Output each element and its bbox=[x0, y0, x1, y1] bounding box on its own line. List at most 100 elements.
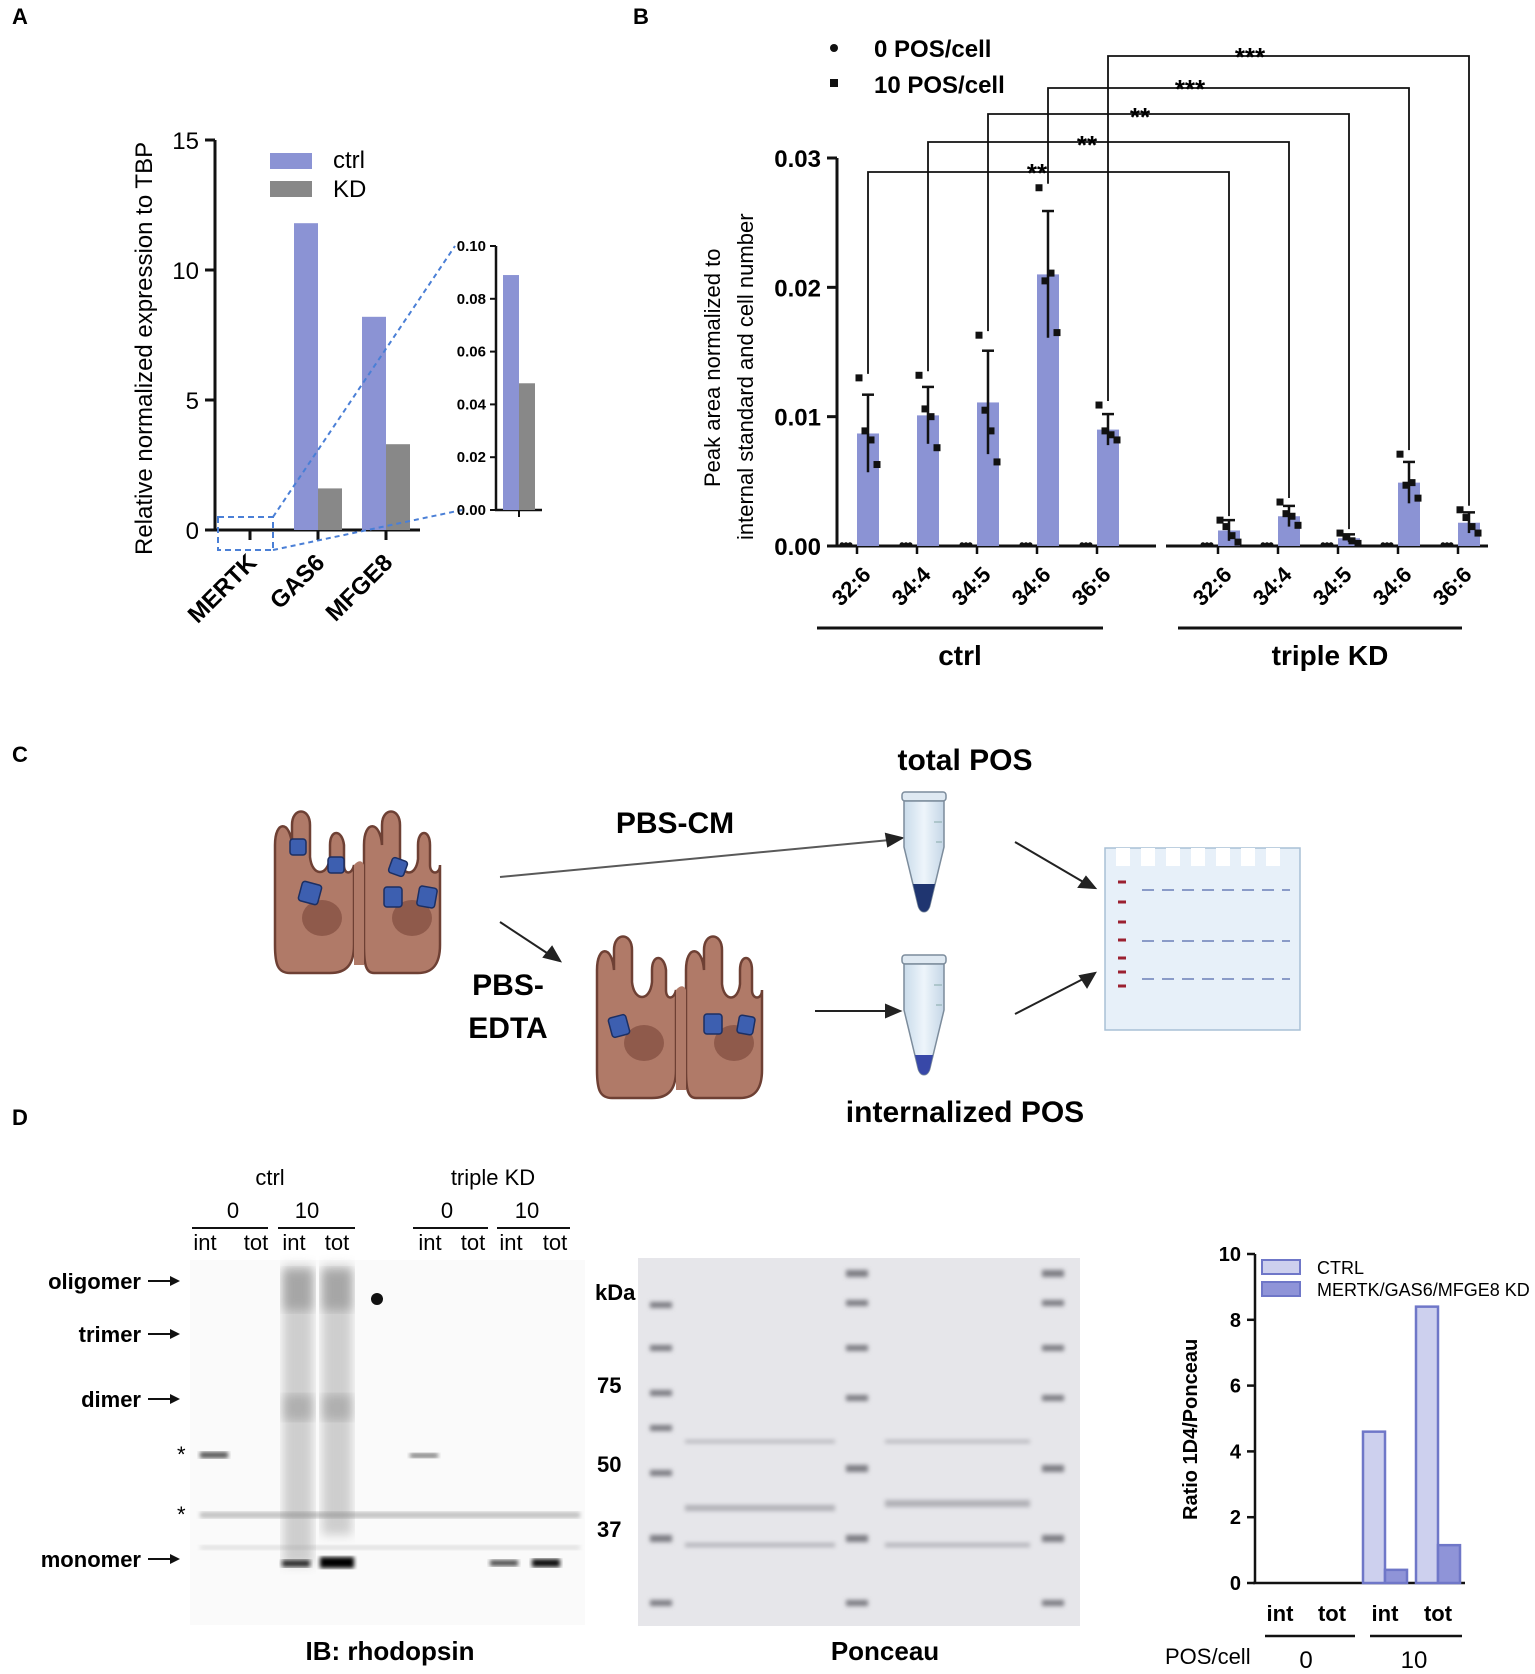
c-internalized-pos-label: internalized POS bbox=[846, 1096, 1084, 1129]
b-point-10pos bbox=[975, 331, 983, 339]
b-point-10pos bbox=[915, 371, 923, 379]
b-point-0pos bbox=[1079, 542, 1085, 548]
b-point-10pos bbox=[1456, 506, 1464, 514]
b-legend-0: 0 POS/cell bbox=[874, 36, 991, 63]
d-y-tick-label: 10 bbox=[1219, 1244, 1241, 1266]
a-legend-swatch-kd bbox=[270, 181, 312, 197]
panel-label-c: C bbox=[12, 742, 28, 767]
b-point-10pos bbox=[1282, 510, 1290, 518]
rpe-cells-with-pos bbox=[273, 810, 442, 975]
d-bar-kd bbox=[1383, 1568, 1409, 1585]
d-y-axis-label: Ratio 1D4/Ponceau bbox=[1180, 1339, 1202, 1520]
blot-pos-level: 0 bbox=[227, 1198, 239, 1223]
a-y-tick-label: 10 bbox=[172, 258, 199, 285]
b-point-0pos bbox=[1324, 542, 1330, 548]
a-y-axis-label: Relative normalized expression to TBP bbox=[131, 142, 158, 555]
c-arrow-pbs-cm bbox=[499, 839, 891, 878]
b-point-0pos bbox=[899, 542, 905, 548]
b-x-label: 34:5 bbox=[1308, 562, 1357, 611]
blot-band-label: trimer bbox=[79, 1322, 142, 1347]
b-bar-10pos bbox=[1037, 274, 1059, 546]
d-legend-swatch-ctrl bbox=[1261, 1259, 1301, 1275]
blot-band-arrowhead bbox=[170, 1554, 180, 1564]
d-x-label: tot bbox=[1424, 1601, 1453, 1626]
b-x-label: 32:6 bbox=[827, 562, 876, 611]
b-point-0pos bbox=[1444, 542, 1450, 548]
b-legend-marker-0 bbox=[830, 44, 838, 52]
blot-lane-label: int bbox=[499, 1230, 522, 1255]
b-point-0pos bbox=[1208, 542, 1214, 548]
b-y-tick-label: 0.00 bbox=[774, 534, 821, 561]
blot-header-kd: triple KD bbox=[451, 1165, 535, 1190]
marker-75: 75 bbox=[597, 1373, 621, 1398]
b-significance-stars: ** bbox=[1027, 158, 1048, 188]
b-point-10pos bbox=[1462, 514, 1470, 522]
b-point-0pos bbox=[1200, 542, 1206, 548]
b-point-0pos bbox=[1023, 542, 1029, 548]
a-inset-y-tick-label: 0.08 bbox=[457, 291, 486, 308]
b-point-0pos bbox=[1019, 542, 1025, 548]
b-significance-stars: *** bbox=[1175, 74, 1206, 104]
a-inset-bar-ctrl bbox=[503, 275, 519, 510]
tube-internalized-pos bbox=[901, 954, 947, 1076]
b-point-10pos bbox=[1101, 427, 1109, 435]
blot-lane-label: tot bbox=[244, 1230, 268, 1255]
marker-unit: kDa bbox=[595, 1280, 636, 1305]
b-point-10pos bbox=[1348, 537, 1356, 545]
b-point-10pos bbox=[1474, 529, 1482, 537]
b-y-axis-label-1: Peak area normalized to bbox=[700, 249, 725, 487]
a-x-label: GAS6 bbox=[265, 549, 330, 614]
d-y-tick-label: 8 bbox=[1230, 1310, 1241, 1332]
a-inset-y-tick-label: 0.00 bbox=[457, 502, 486, 519]
b-point-0pos bbox=[1380, 542, 1386, 548]
b-point-0pos bbox=[963, 542, 969, 548]
b-significance-stars: *** bbox=[1235, 42, 1266, 72]
blot-lane-label: tot bbox=[461, 1230, 485, 1255]
b-legend-10: 10 POS/cell bbox=[874, 72, 1005, 99]
b-point-10pos bbox=[1402, 481, 1410, 489]
b-group-label-ctrl: ctrl bbox=[938, 640, 982, 671]
b-bar-10pos bbox=[1097, 429, 1119, 546]
a-y-tick-label: 0 bbox=[186, 518, 199, 545]
blot-band-label: oligomer bbox=[48, 1269, 141, 1294]
a-bar-kd bbox=[386, 444, 410, 530]
b-point-10pos bbox=[1288, 512, 1296, 520]
d-legend-swatch-kd bbox=[1261, 1281, 1301, 1297]
b-point-10pos bbox=[1408, 479, 1416, 487]
b-point-0pos bbox=[1440, 542, 1446, 548]
b-point-0pos bbox=[1268, 542, 1274, 548]
c-arrow-tube1-gel bbox=[1014, 841, 1086, 884]
b-point-10pos bbox=[867, 436, 875, 444]
b-point-10pos bbox=[1294, 521, 1302, 529]
blot-header-ctrl: ctrl bbox=[255, 1165, 284, 1190]
a-inset-y-tick-label: 0.10 bbox=[457, 238, 486, 255]
b-legend-marker-10 bbox=[830, 79, 838, 87]
d-bar-kd bbox=[1436, 1543, 1462, 1585]
blot-lane-label: int bbox=[418, 1230, 441, 1255]
b-point-10pos bbox=[1342, 533, 1350, 541]
b-point-10pos bbox=[1216, 516, 1224, 524]
a-zoom-line-top bbox=[272, 245, 456, 518]
ponceau-bands bbox=[650, 1270, 1064, 1606]
a-legend-ctrl: ctrl bbox=[333, 147, 365, 174]
blot-band-label: dimer bbox=[81, 1387, 141, 1412]
d-x-label: int bbox=[1267, 1601, 1295, 1626]
b-point-0pos bbox=[1448, 542, 1454, 548]
a-x-label: MFGE8 bbox=[321, 549, 399, 627]
schematic-c: total POS PBS-CM PBS- EDTA internalized … bbox=[273, 744, 1301, 1129]
b-point-0pos bbox=[1087, 542, 1093, 548]
d-y-tick-label: 0 bbox=[1230, 1573, 1241, 1595]
blot-pos-level: 10 bbox=[515, 1198, 539, 1223]
b-point-10pos bbox=[1414, 494, 1422, 502]
a-inset-bar-kd bbox=[519, 383, 535, 510]
b-point-10pos bbox=[1035, 184, 1043, 192]
chart-b: 0.00 0.01 0.02 0.03 Peak area normalized to… bbox=[700, 36, 1488, 671]
blot-pos-level: 10 bbox=[295, 1198, 319, 1223]
a-bar-kd bbox=[318, 488, 342, 530]
blot-bands bbox=[200, 1265, 580, 1568]
a-legend-kd: KD bbox=[333, 176, 366, 203]
b-point-10pos bbox=[1336, 529, 1344, 537]
b-y-axis-label-2: internal standard and cell number bbox=[733, 213, 758, 540]
c-arrow-tube2-gel bbox=[1014, 977, 1086, 1015]
blot-band-arrowhead bbox=[170, 1276, 180, 1286]
